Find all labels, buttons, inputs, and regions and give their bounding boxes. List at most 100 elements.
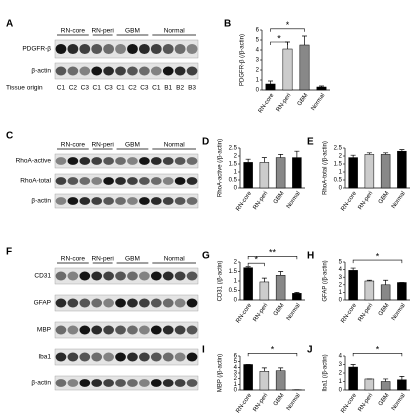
y-axis-label: GFAP (/β-actin) <box>323 260 329 301</box>
blot-band <box>162 177 174 185</box>
error-bar <box>350 154 356 158</box>
x-tick-label: GBM <box>378 303 391 318</box>
y-tick-label: 1.5 <box>334 162 343 168</box>
error-bar <box>383 378 389 382</box>
blot-band <box>139 352 150 362</box>
x-tick-label: RN-core <box>258 92 276 114</box>
blot-band <box>103 352 114 362</box>
y-tick-label: 5 <box>339 260 343 266</box>
blot-band <box>91 197 103 205</box>
x-tick-label: RN-peri <box>253 191 270 211</box>
blot-strip <box>54 62 199 80</box>
blot-band <box>79 298 91 308</box>
x-tick-label: Normal <box>286 191 302 210</box>
error-bar <box>245 158 251 163</box>
significance-label: * <box>376 251 380 261</box>
y-tick-label: 1 <box>234 170 238 176</box>
panel-letter: C <box>6 131 13 142</box>
blot-band <box>115 298 126 308</box>
blot-band <box>67 379 79 387</box>
blot-band <box>55 66 67 76</box>
error-bar <box>350 267 356 271</box>
bar <box>380 154 391 189</box>
bar <box>275 157 286 189</box>
blot-band <box>174 66 186 76</box>
group-label: Normal <box>164 142 186 149</box>
blot-band <box>79 379 91 387</box>
x-tick-label: RN-peri <box>253 303 270 323</box>
bar <box>282 48 293 91</box>
row-label: MBP <box>37 327 51 334</box>
error-bar <box>366 152 372 155</box>
y-tick-label: 1 <box>339 170 343 176</box>
x-tick-label: RN-peri <box>276 93 293 113</box>
error-bar <box>294 292 300 294</box>
blot-band <box>103 197 114 205</box>
blot-strip <box>54 39 199 59</box>
blot-strip <box>54 294 199 312</box>
error-bar <box>278 367 284 371</box>
group-label: GBM <box>125 142 140 149</box>
error-bar <box>399 376 405 380</box>
bar <box>243 364 253 391</box>
group-label: RN-peri <box>91 256 113 263</box>
panel-letter: E <box>307 137 314 148</box>
y-tick-label: 3 <box>339 275 343 281</box>
bar <box>292 293 302 301</box>
blot-band <box>67 298 79 308</box>
significance-bracket <box>270 28 305 32</box>
blot-band <box>186 66 198 76</box>
blot-band <box>79 197 91 205</box>
error-bar <box>383 152 389 155</box>
x-tick-label: RN-core <box>340 302 358 324</box>
blot-band <box>162 197 174 205</box>
x-tick-label: RN-peri <box>358 191 375 211</box>
blot-band <box>55 298 67 308</box>
x-tick-label: RN-peri <box>358 393 375 413</box>
blot-band <box>139 325 150 335</box>
x-tick-label: GBM <box>273 191 286 206</box>
blot-band <box>150 271 162 281</box>
panel-letter: I <box>202 345 205 356</box>
error-bar <box>399 149 405 152</box>
blot-band <box>139 197 150 205</box>
panel-letter: G <box>202 251 210 262</box>
lane-label: C2 <box>69 85 78 92</box>
blot-band <box>127 43 138 55</box>
group-label: RN-core <box>61 28 86 35</box>
x-tick-label: GBM <box>297 93 310 108</box>
group-label: Normal <box>164 28 186 35</box>
y-tick-label: 1 <box>256 78 260 84</box>
error-bar <box>278 154 284 158</box>
blot-band <box>91 157 103 165</box>
x-tick-label: RN-peri <box>358 303 375 323</box>
lane-label: C3 <box>140 85 149 92</box>
blot-band <box>67 66 79 76</box>
y-axis-label: Iba1 (/β-actin) <box>323 354 329 391</box>
bar <box>275 275 286 301</box>
blot-strip <box>54 193 199 209</box>
bar <box>259 371 270 391</box>
x-tick-label: RN-core <box>340 190 358 212</box>
blot-band <box>115 157 126 165</box>
significance-label: * <box>271 345 275 355</box>
row-label: β-actin <box>31 68 51 75</box>
blot-band <box>55 177 67 185</box>
y-tick-label: 3 <box>339 362 343 368</box>
blot-band <box>79 271 91 281</box>
blot-band <box>79 352 91 362</box>
blot-band <box>186 352 198 362</box>
blot-band <box>174 352 186 362</box>
panel-letter: F <box>6 247 12 258</box>
lane-label: B1 <box>164 85 172 92</box>
bar <box>380 381 391 391</box>
blot-band <box>115 177 126 185</box>
y-tick-label: 0 <box>234 298 238 304</box>
significance-bracket <box>247 352 298 357</box>
significance-bracket <box>270 41 288 45</box>
blot-band <box>127 352 138 362</box>
blot-band <box>91 379 103 387</box>
x-tick-label: GBM <box>378 191 391 206</box>
blot-band <box>162 43 174 55</box>
y-tick-label: 0 <box>256 88 260 94</box>
